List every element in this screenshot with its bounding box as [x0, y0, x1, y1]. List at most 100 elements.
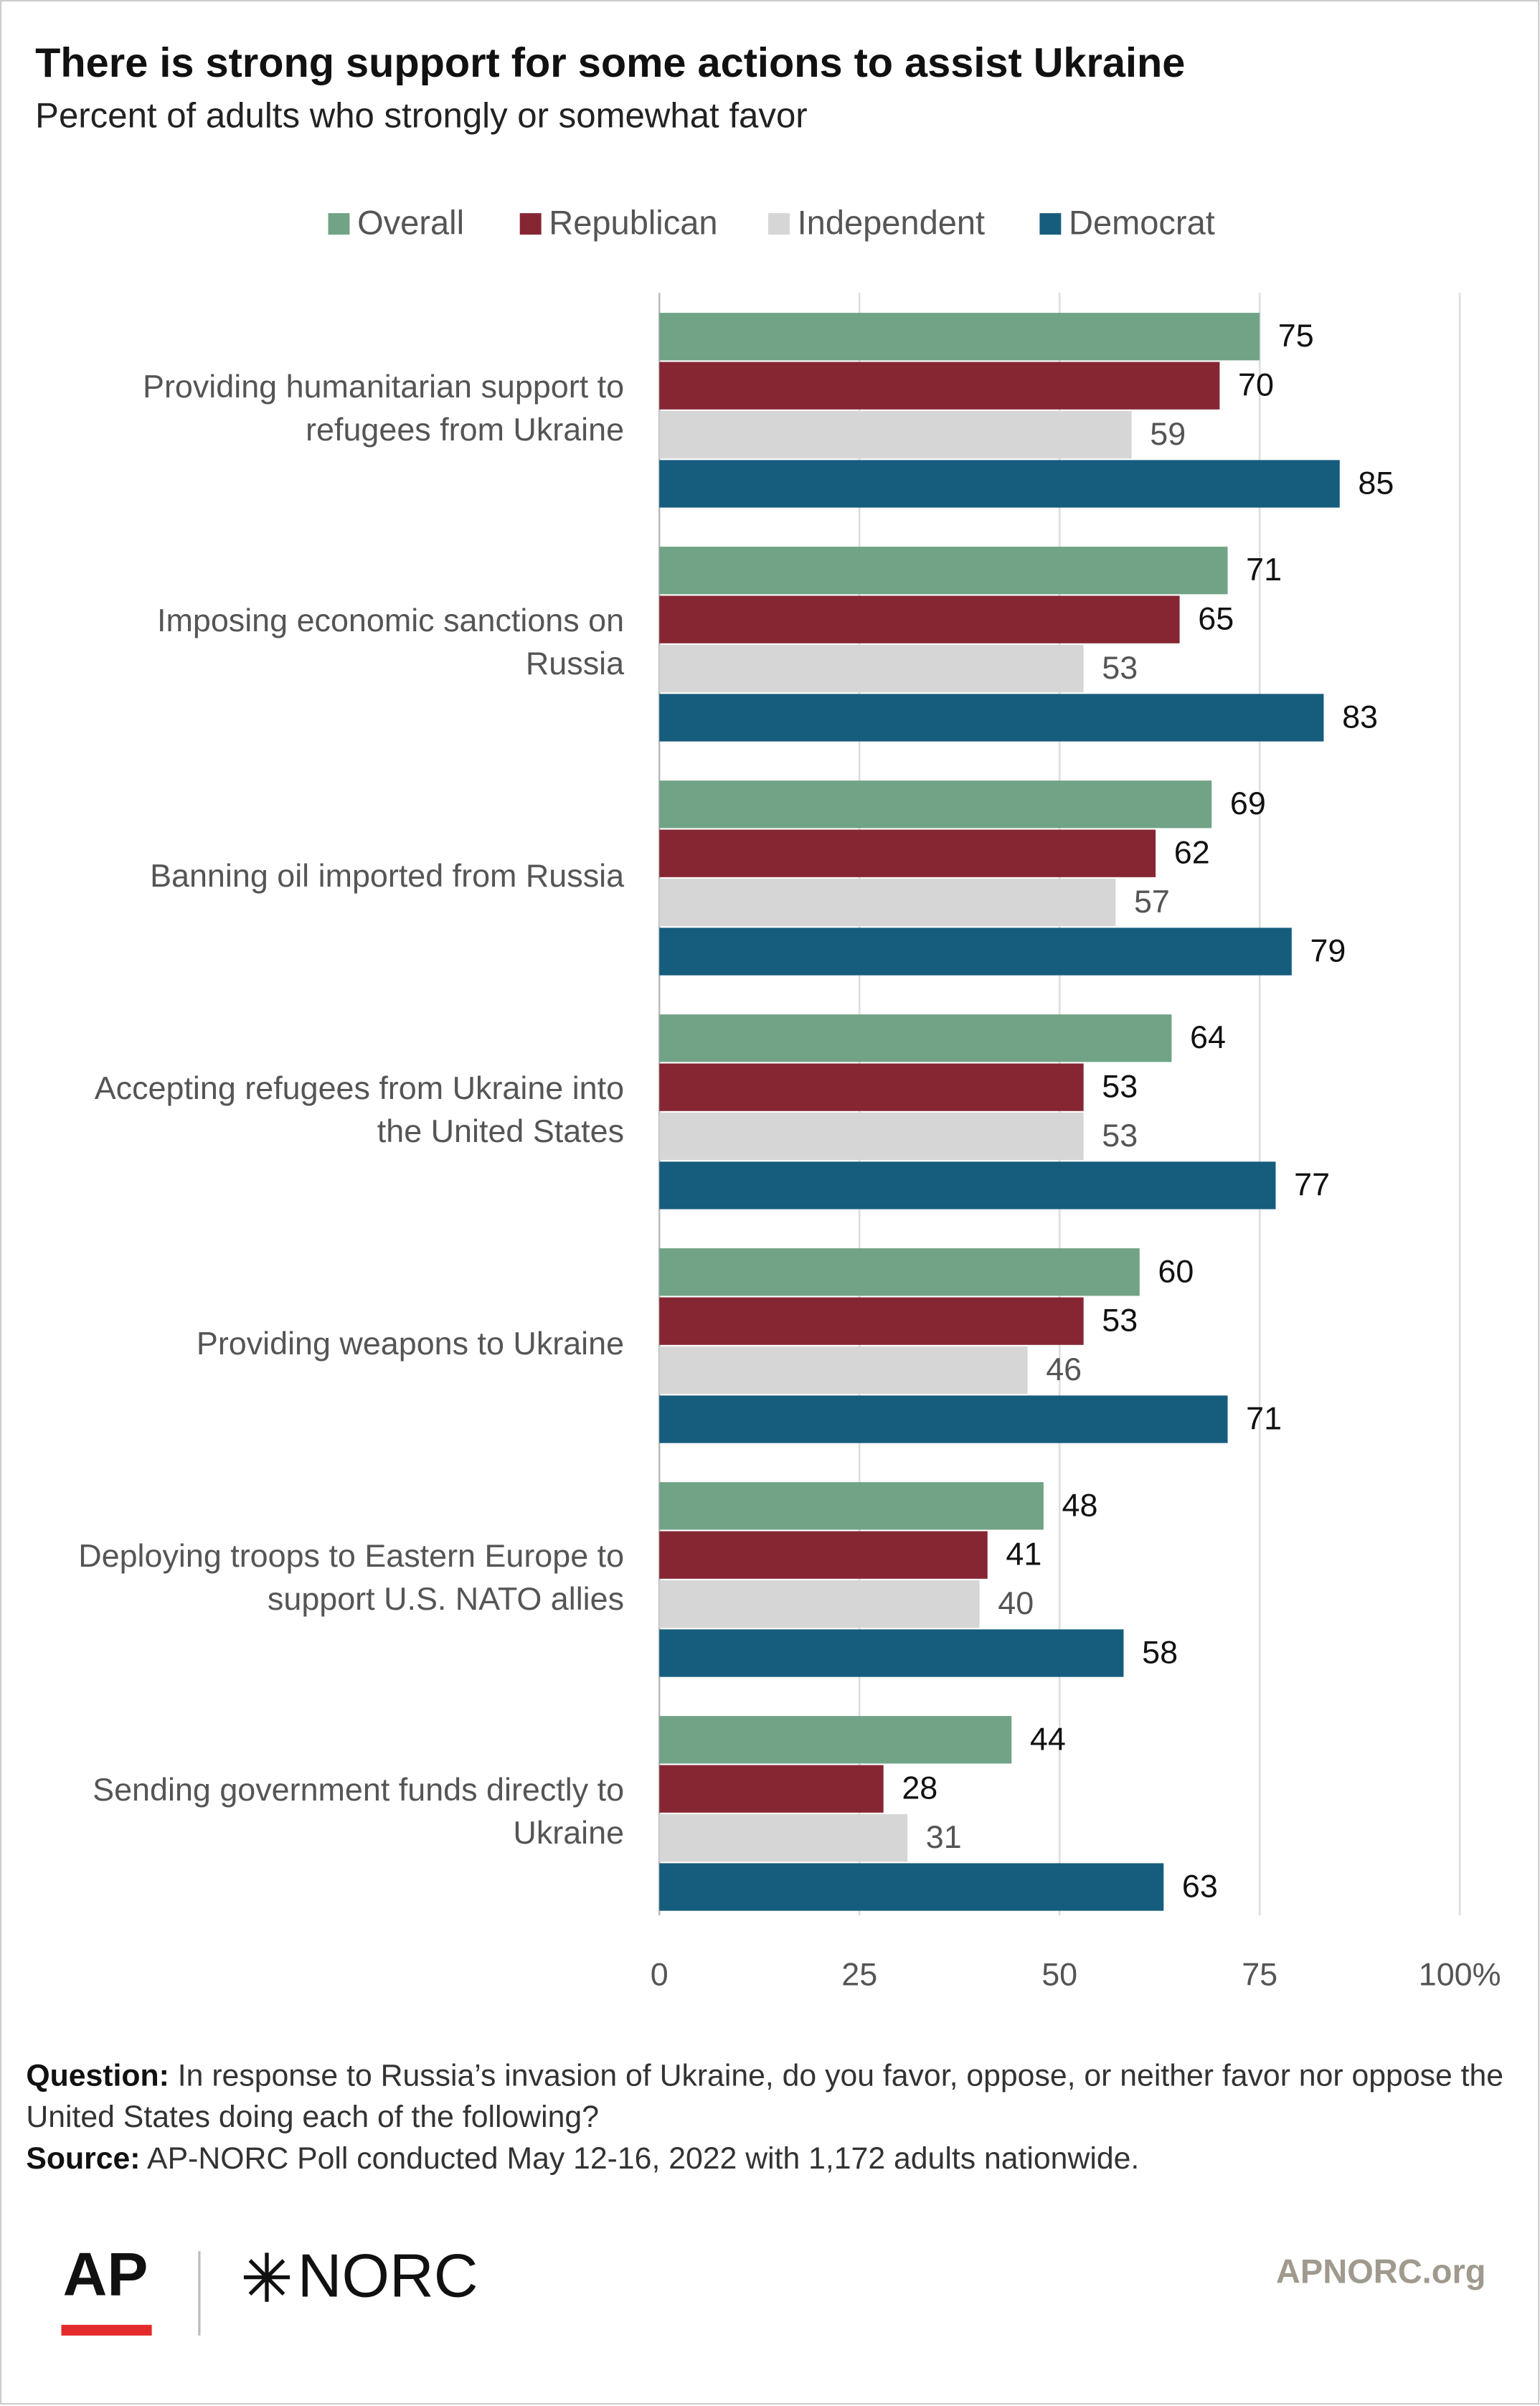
bar — [659, 1112, 1084, 1161]
bar — [659, 1765, 884, 1813]
value-label: 77 — [1294, 1166, 1330, 1202]
value-label: 53 — [1102, 1068, 1138, 1105]
source-label: Source: — [26, 2142, 141, 2176]
value-label: 41 — [1006, 1536, 1041, 1572]
value-label: 71 — [1246, 551, 1282, 588]
value-label: 28 — [902, 1770, 937, 1806]
category-label-line: Ukraine — [513, 1814, 624, 1851]
bar — [659, 1063, 1084, 1111]
bar — [659, 829, 1156, 877]
chart-title: There is strong support for some actions… — [35, 40, 1185, 86]
category-label-line: the United States — [377, 1113, 624, 1149]
bar — [659, 1863, 1164, 1911]
logo-ap: AP — [63, 2240, 148, 2308]
legend-label: Independent — [798, 204, 985, 242]
bar — [659, 595, 1180, 643]
legend-swatch — [328, 213, 350, 235]
bar — [659, 1395, 1228, 1443]
category-label: Sending government funds directly to Ukra… — [93, 1771, 624, 1851]
legend-swatch — [768, 213, 790, 235]
value-label: 48 — [1062, 1486, 1098, 1523]
value-label: 69 — [1230, 785, 1266, 821]
category-label: Deploying troops to Eastern Europe to sup… — [78, 1537, 624, 1617]
category-label-line: Providing weapons to Ukraine — [197, 1325, 624, 1362]
value-label: 79 — [1310, 932, 1346, 968]
x-tick-label: 75 — [1242, 1956, 1277, 1992]
legend-label: Democrat — [1069, 204, 1215, 242]
value-label: 71 — [1246, 1400, 1282, 1436]
value-label: 83 — [1342, 698, 1378, 735]
bar — [659, 313, 1260, 361]
bar — [659, 1014, 1172, 1062]
x-tick-label: 50 — [1041, 1956, 1077, 1992]
bar — [659, 362, 1220, 410]
value-label: 64 — [1190, 1019, 1226, 1055]
bar — [659, 1716, 1012, 1764]
bar — [659, 878, 1116, 927]
source-text: AP-NORC Poll conducted May 12-16, 2022 w… — [147, 2142, 1140, 2176]
value-label: 46 — [1046, 1351, 1082, 1387]
bar — [659, 1580, 980, 1628]
category-label: Accepting refugees from Ukraine into the … — [95, 1070, 624, 1149]
category-label: Banning oil imported from Russia — [150, 857, 624, 894]
logo-star — [243, 2252, 290, 2302]
value-label: 58 — [1142, 1634, 1178, 1671]
bar — [659, 644, 1084, 693]
category-label-line: Imposing economic sanctions on — [157, 602, 624, 638]
legend-label: Republican — [549, 204, 717, 242]
category-label: Providing weapons to Ukraine — [197, 1325, 624, 1362]
question: Question: In response to Russia’s invasi… — [26, 2057, 1513, 2139]
category-label: Imposing economic sanctions on Russia — [157, 602, 624, 681]
value-label: 60 — [1158, 1252, 1194, 1289]
bar — [659, 928, 1292, 976]
category-label-line: Banning oil imported from Russia — [150, 857, 624, 894]
value-label: 57 — [1134, 883, 1170, 920]
value-label: 70 — [1238, 367, 1274, 403]
logo-ap-bar — [61, 2324, 152, 2336]
source: Source: AP-NORC Poll conducted May 12-16… — [26, 2139, 1513, 2181]
category-label-line: Accepting refugees from Ukraine into — [95, 1070, 624, 1106]
x-tick-label: 25 — [841, 1956, 877, 1992]
value-label: 53 — [1102, 1302, 1138, 1339]
x-tick-label: 0 — [651, 1956, 669, 1992]
bar — [659, 1531, 988, 1579]
chart-subtitle: Percent of adults who strongly or somewh… — [35, 96, 807, 136]
category-label-line: refugees from Ukraine — [306, 411, 624, 448]
logo-norc: NORC — [298, 2242, 478, 2310]
bar — [659, 1629, 1124, 1677]
bar — [659, 1346, 1028, 1395]
website: APNORC.org — [1276, 2252, 1486, 2291]
legend-swatch — [1039, 213, 1062, 235]
value-label: 53 — [1102, 649, 1138, 686]
bar — [659, 1482, 1044, 1530]
bar — [659, 547, 1228, 595]
value-label: 59 — [1150, 415, 1186, 452]
bar — [659, 780, 1212, 829]
category-label: Providing humanitarian support to refugee… — [143, 368, 624, 448]
value-label: 53 — [1102, 1117, 1138, 1154]
bar — [659, 1297, 1084, 1345]
question-label: Question: — [26, 2060, 169, 2094]
bar — [659, 1813, 908, 1862]
legend-swatch — [519, 213, 542, 235]
logos: AP NORC APNORC.org — [61, 2240, 1486, 2336]
bar — [659, 1161, 1276, 1209]
bar — [659, 460, 1340, 508]
bar — [659, 1248, 1140, 1296]
value-label: 65 — [1198, 600, 1234, 637]
value-label: 85 — [1358, 464, 1394, 501]
bar — [659, 410, 1132, 459]
footer: Question: In response to Russia’s invasi… — [26, 2057, 1513, 2181]
legend-label: Overall — [357, 204, 464, 242]
category-label-line: Sending government funds directly to — [93, 1771, 624, 1808]
question-text: In response to Russia’s invasion of Ukra… — [26, 2060, 1504, 2135]
value-label: 62 — [1174, 834, 1210, 871]
value-label: 75 — [1278, 317, 1314, 354]
value-label: 40 — [998, 1585, 1034, 1621]
category-label-line: support U.S. NATO allies — [268, 1580, 624, 1617]
category-label-line: Providing humanitarian support to — [143, 368, 624, 405]
category-label-line: Deploying troops to Eastern Europe to — [78, 1537, 624, 1574]
x-tick-label: 100% — [1419, 1956, 1501, 1992]
